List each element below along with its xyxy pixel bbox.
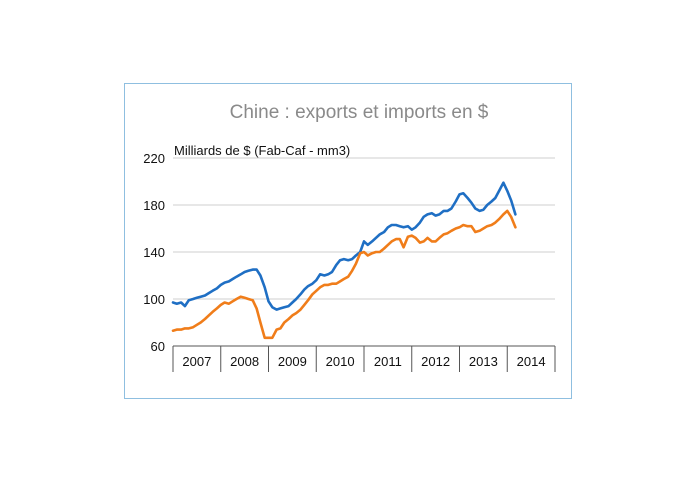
chart-frame: Chine : exports et imports en $ Milliard…: [124, 83, 572, 399]
y-tick-label-60: 60: [151, 339, 165, 354]
y-tick-labels: 60 100 140 180 220: [143, 151, 165, 354]
series-line-orange: [171, 209, 517, 340]
x-tick-label-2010: 2010: [326, 354, 355, 369]
x-tick-label-2008: 2008: [230, 354, 259, 369]
x-tick-label-2007: 2007: [182, 354, 211, 369]
x-tick-label-2014: 2014: [517, 354, 546, 369]
x-tick-label-2012: 2012: [421, 354, 450, 369]
x-tick-label-2009: 2009: [278, 354, 307, 369]
gridlines: [173, 157, 555, 300]
y-axis-label: Milliards de $ (Fab-Caf - mm3): [174, 143, 350, 158]
x-tick-label-2011: 2011: [374, 354, 402, 369]
y-tick-label-100: 100: [143, 292, 165, 307]
chart-title: Chine : exports et imports en $: [230, 102, 489, 123]
series-lines: [171, 181, 517, 340]
y-tick-label-180: 180: [143, 198, 165, 213]
x-axis: 2007 2008 2009 2010 2011 2012 2013 2014: [172, 345, 556, 372]
y-tick-label-220: 220: [143, 151, 165, 166]
x-tick-label-2013: 2013: [469, 354, 498, 369]
line-chart: Chine : exports et imports en $ Milliard…: [143, 102, 556, 372]
y-tick-label-140: 140: [143, 245, 165, 260]
series-line-blue: [171, 181, 517, 311]
